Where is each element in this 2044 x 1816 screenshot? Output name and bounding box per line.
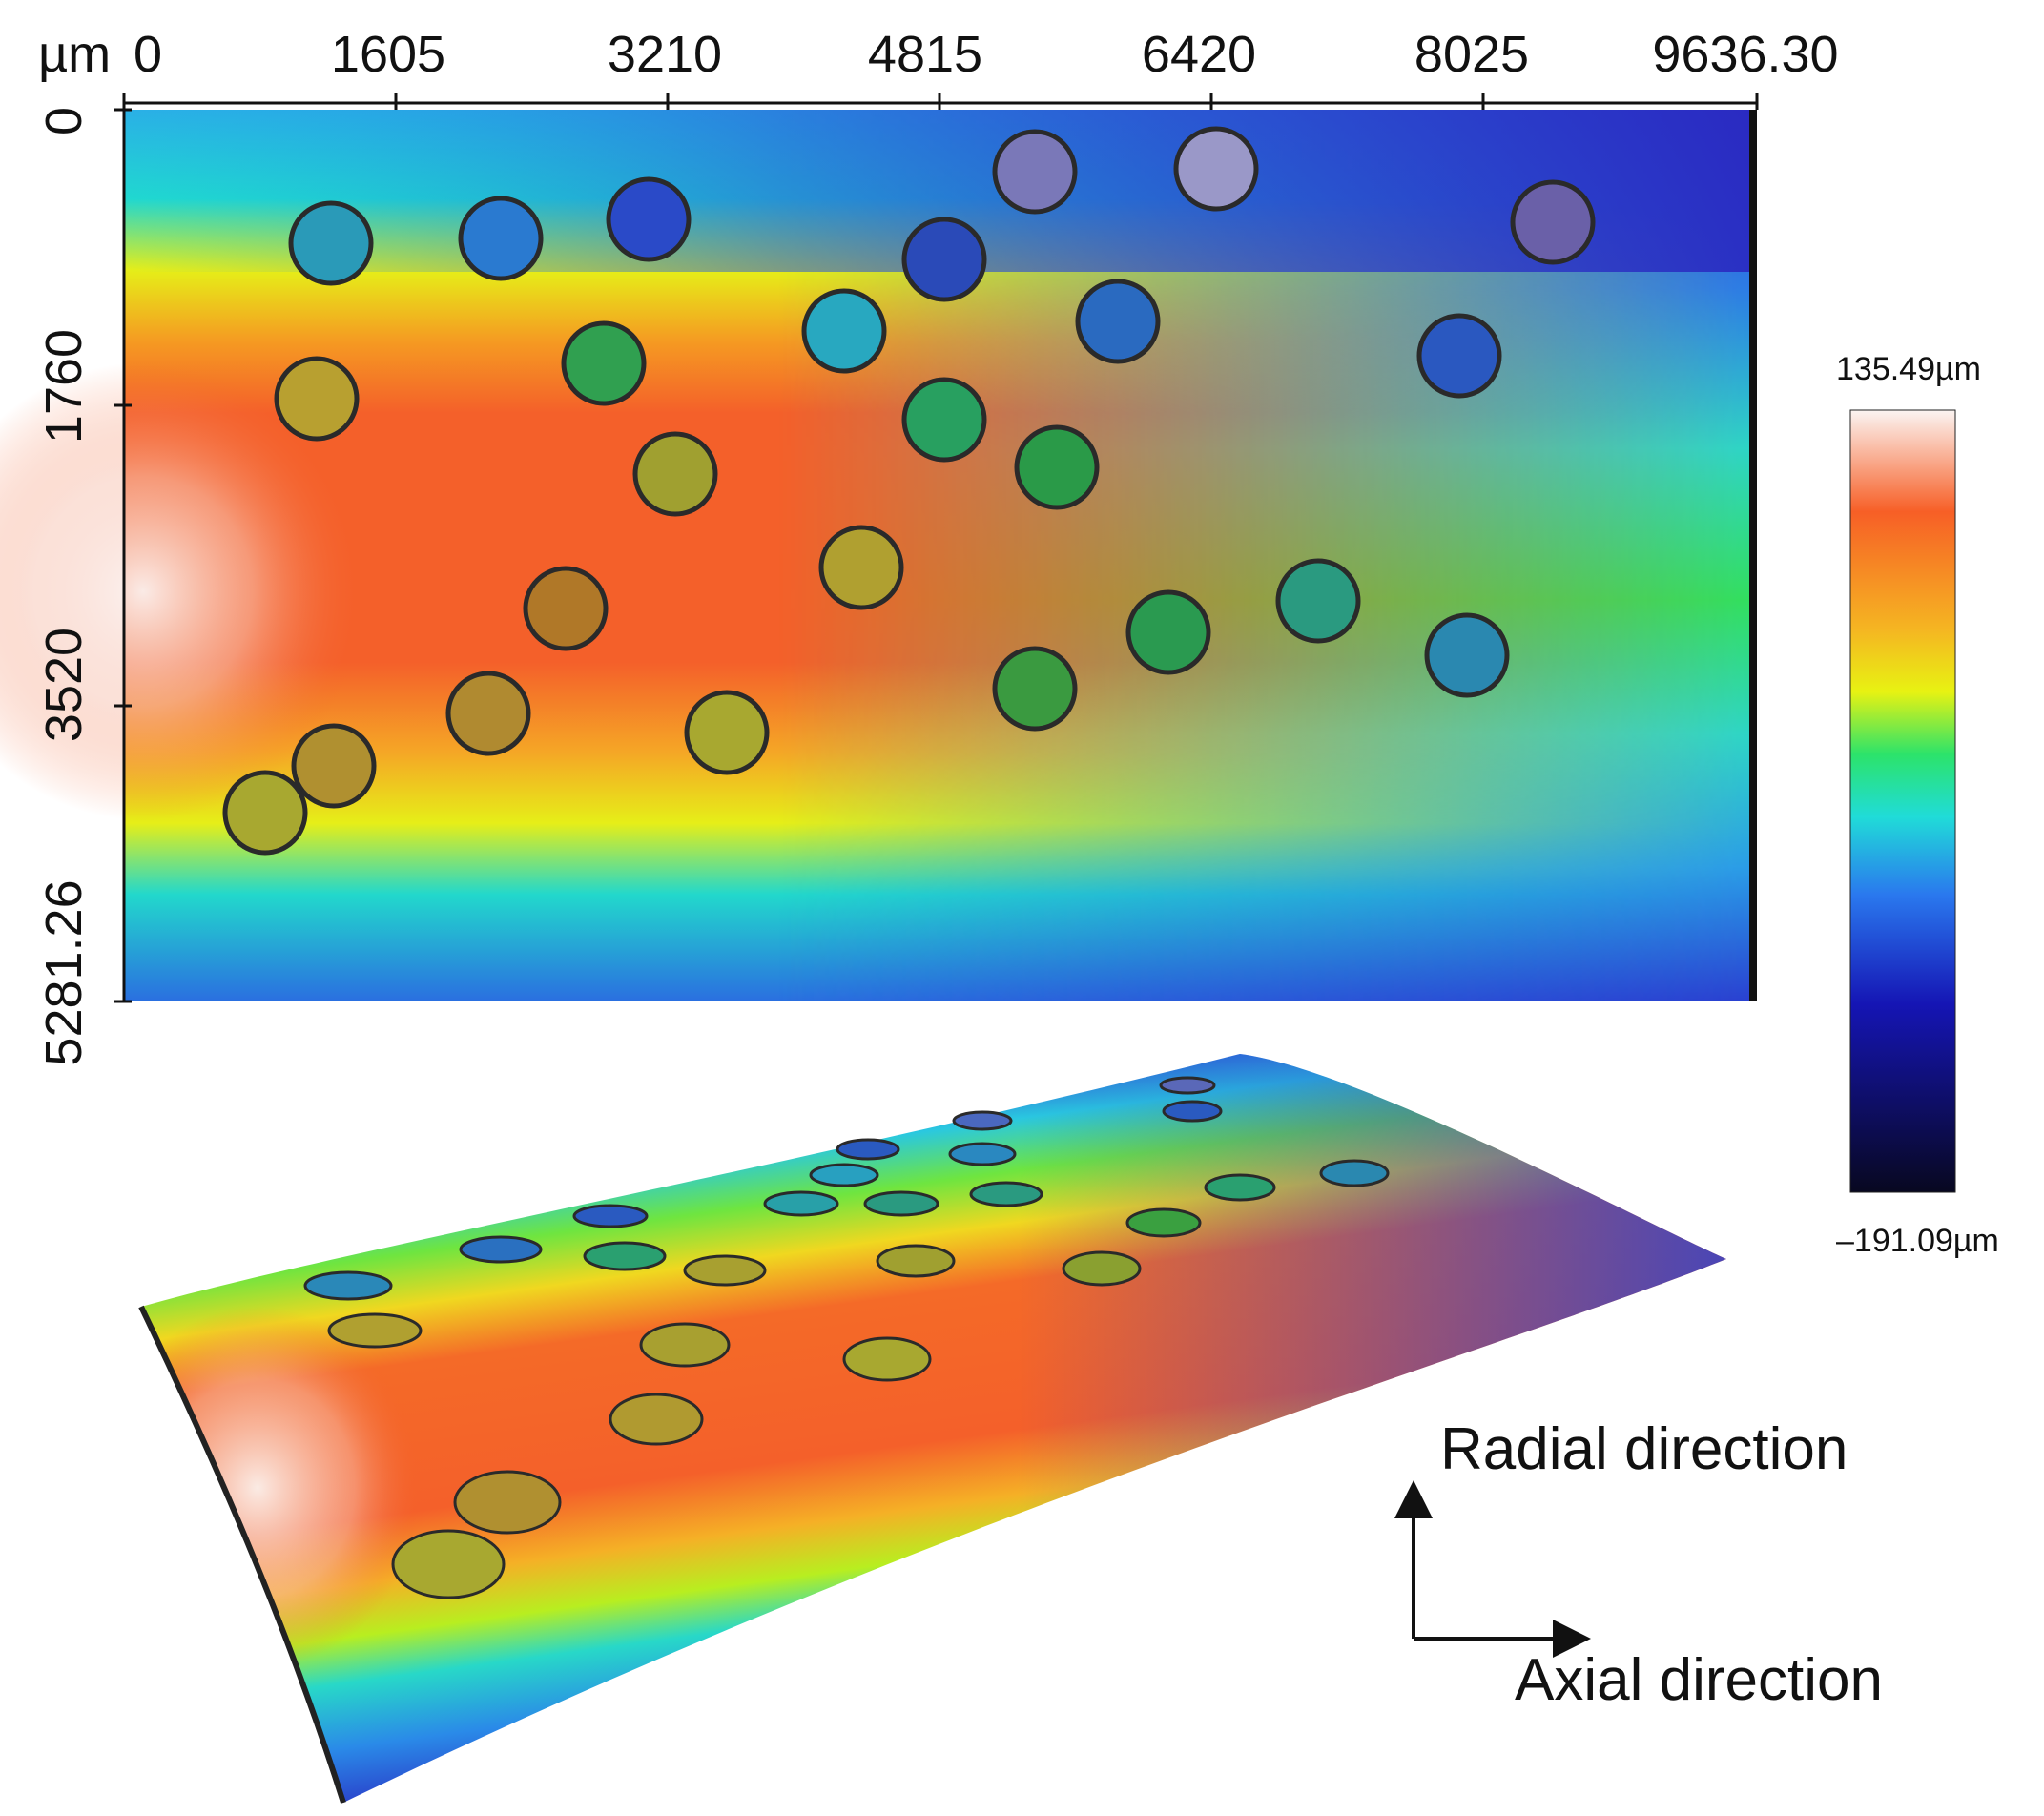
pit bbox=[842, 1336, 932, 1382]
pit bbox=[992, 646, 1078, 732]
direction-indicator: Radial direction Axial direction bbox=[1394, 1416, 1883, 1713]
pit bbox=[1014, 424, 1100, 510]
pit bbox=[458, 196, 544, 281]
pit bbox=[222, 770, 308, 856]
radial-direction-label: Radial direction bbox=[1440, 1416, 1848, 1482]
height-map-peak bbox=[0, 362, 362, 820]
x-tick-label: 3210 bbox=[608, 26, 722, 83]
x-axis bbox=[122, 93, 1759, 110]
pit bbox=[632, 431, 718, 517]
pit bbox=[1204, 1173, 1276, 1202]
pit bbox=[583, 1241, 667, 1271]
pit bbox=[1075, 279, 1161, 364]
pit bbox=[901, 377, 987, 463]
height-map-2d bbox=[0, 110, 1757, 1001]
height-map-pits bbox=[222, 126, 1596, 856]
pit bbox=[818, 525, 904, 610]
pit bbox=[901, 217, 987, 302]
pit bbox=[952, 1110, 1013, 1131]
pit bbox=[969, 1181, 1043, 1207]
y-tick-label: 0 bbox=[35, 107, 93, 135]
x-axis-unit: µm bbox=[38, 26, 111, 83]
pit bbox=[1062, 1250, 1142, 1287]
pit bbox=[1510, 179, 1596, 265]
pit bbox=[1159, 1076, 1216, 1095]
pit bbox=[639, 1322, 731, 1368]
y-tick-label: 5281.26 bbox=[35, 879, 93, 1065]
pit bbox=[1125, 589, 1211, 675]
pit bbox=[1125, 1207, 1202, 1238]
pit bbox=[863, 1190, 939, 1217]
colorbar-min-label: –191.09µm bbox=[1836, 1223, 1999, 1259]
y-axis bbox=[114, 103, 132, 1003]
pit bbox=[606, 176, 692, 262]
pit bbox=[445, 671, 531, 756]
pit bbox=[763, 1190, 839, 1217]
surface-3d-pits bbox=[303, 1076, 1390, 1599]
pit bbox=[836, 1138, 900, 1161]
pit bbox=[561, 320, 647, 406]
pit bbox=[288, 200, 374, 286]
pit bbox=[683, 1254, 767, 1287]
pit bbox=[391, 1529, 506, 1599]
colorbar: 135.49µm –191.09µm bbox=[1836, 351, 1999, 1259]
pit bbox=[876, 1244, 956, 1278]
x-tick-label: 8025 bbox=[1414, 26, 1529, 83]
y-tick-label: 3520 bbox=[35, 628, 93, 742]
pit bbox=[1173, 126, 1259, 212]
pit bbox=[609, 1393, 704, 1446]
pit bbox=[801, 288, 887, 374]
pit bbox=[291, 723, 377, 809]
pit bbox=[992, 129, 1078, 215]
x-tick-label: 9636.30 bbox=[1652, 26, 1838, 83]
pit bbox=[1424, 612, 1510, 698]
pit bbox=[459, 1235, 543, 1264]
pit bbox=[453, 1470, 562, 1535]
surface-3d-front-edge bbox=[138, 1305, 346, 1804]
pit bbox=[327, 1312, 423, 1349]
height-map-edge bbox=[1749, 110, 1757, 1001]
pit bbox=[684, 690, 770, 775]
colorbar-max-label: 135.49µm bbox=[1836, 351, 1981, 387]
x-tick-label: 4815 bbox=[868, 26, 982, 83]
x-tick-label: 0 bbox=[134, 26, 162, 83]
pit bbox=[809, 1163, 879, 1187]
pit bbox=[303, 1270, 393, 1301]
pit bbox=[572, 1204, 649, 1228]
pit bbox=[948, 1142, 1017, 1166]
pit bbox=[1416, 313, 1502, 399]
colorbar-gradient bbox=[1849, 409, 1956, 1193]
y-tick-label: 1760 bbox=[35, 329, 93, 444]
pit bbox=[1162, 1100, 1223, 1123]
x-tick-label: 6420 bbox=[1142, 26, 1256, 83]
x-tick-label: 1605 bbox=[331, 26, 445, 83]
axial-direction-label: Axial direction bbox=[1515, 1647, 1883, 1713]
pit bbox=[1319, 1159, 1390, 1187]
pit bbox=[274, 356, 360, 442]
pit bbox=[1275, 558, 1361, 644]
pit bbox=[523, 566, 609, 651]
